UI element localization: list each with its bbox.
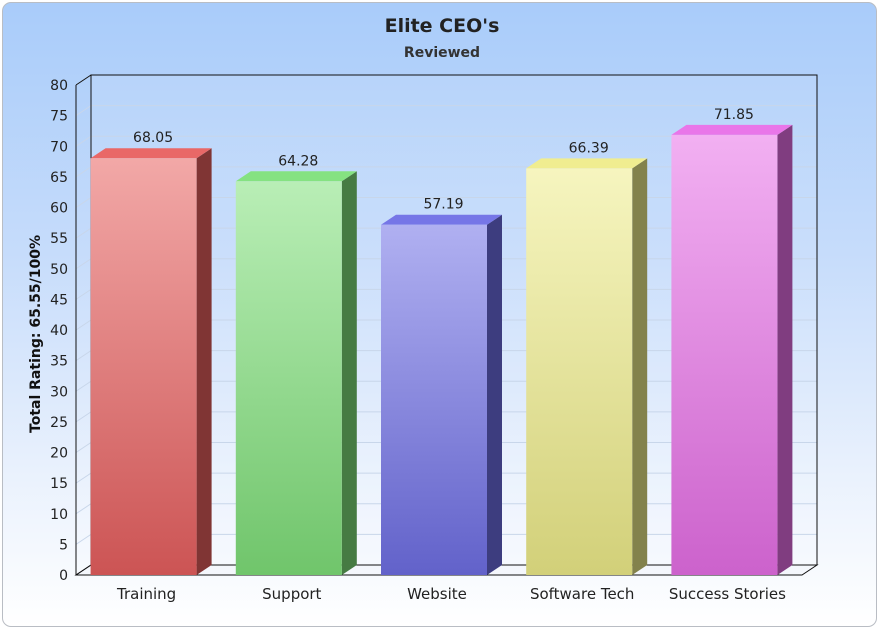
bar-side: [341, 171, 357, 575]
bar-side: [777, 124, 793, 575]
y-tick-label: 5: [59, 537, 68, 553]
y-tick-label: 55: [50, 231, 68, 247]
bar-training: [90, 148, 212, 575]
y-axis-label: Total Rating: 65.55/100%: [28, 235, 44, 433]
y-tick-label: 10: [50, 507, 68, 523]
gridline-depth: [75, 105, 92, 117]
x-tick-label: Support: [262, 585, 321, 603]
gridline-depth: [75, 288, 92, 300]
axis-depth-edge: [75, 564, 92, 576]
gridline-depth: [75, 533, 92, 545]
gridline-depth: [75, 472, 92, 484]
bar-support: [235, 171, 357, 575]
chart-subtitle: Reviewed: [404, 45, 480, 61]
bar-top: [671, 124, 793, 135]
bar-website: [381, 214, 502, 575]
gridline-depth: [75, 319, 92, 331]
bar-front: [381, 224, 487, 575]
data-label: 57.19: [423, 197, 463, 213]
y-tick-label: 75: [50, 109, 68, 125]
bar-top: [90, 148, 212, 159]
bar-front: [526, 168, 633, 575]
y-tick-label: 60: [50, 201, 68, 217]
y-tick-label: 30: [50, 384, 68, 400]
gridline-depth: [75, 411, 92, 423]
y-tick-label: 20: [50, 446, 68, 462]
y-tick-label: 45: [50, 292, 68, 308]
bar-top: [381, 214, 502, 225]
x-tick-label: Website: [407, 585, 467, 603]
chart-title: Elite CEO's: [385, 15, 500, 37]
bar-front: [235, 181, 342, 575]
bar-top: [235, 171, 357, 182]
data-label: 71.85: [714, 107, 754, 123]
bar-side: [487, 214, 502, 575]
x-tick-label: Success Stories: [669, 585, 786, 603]
gridline-depth: [75, 380, 92, 392]
gridline-depth: [75, 350, 92, 362]
bar-success-stories: [671, 124, 793, 575]
gridline-depth: [75, 166, 92, 178]
y-tick-label: 80: [50, 78, 68, 94]
gridline-depth: [75, 197, 92, 208]
gridline-depth: [75, 227, 92, 239]
gridline-depth: [75, 135, 92, 147]
bar-software-tech: [526, 158, 648, 575]
y-tick-label: 35: [50, 354, 68, 370]
y-tick-label: 0: [59, 568, 68, 584]
gridline-depth: [75, 442, 92, 453]
data-label: 68.05: [133, 130, 173, 146]
bar-front: [671, 134, 778, 575]
plot-area: 0 5 10 15 20 25 30 35 40 45 50 55 60 65 70 75 80 68.05 Tra…: [50, 74, 819, 603]
bar-front: [90, 158, 197, 575]
gridline-depth: [75, 503, 92, 515]
gridline-depth: [75, 258, 92, 270]
data-label: 66.39: [569, 140, 609, 156]
y-tick-label: 65: [50, 170, 68, 186]
axis-top-edge: [75, 74, 92, 86]
y-tick-label: 15: [50, 476, 68, 492]
x-tick-label: Training: [116, 585, 176, 603]
bar-side: [196, 148, 212, 575]
y-tick-label: 40: [50, 323, 68, 339]
y-tick-label: 25: [50, 415, 68, 431]
x-tick-label: Software Tech: [530, 585, 635, 603]
chart-svg: Elite CEO's Reviewed Total Rating: 65.55…: [28, 15, 819, 603]
y-tick-label: 50: [50, 262, 68, 278]
bar-top: [526, 158, 648, 169]
bar-side: [632, 158, 648, 575]
y-tick-label: 70: [50, 139, 68, 155]
data-label: 64.28: [278, 153, 318, 169]
